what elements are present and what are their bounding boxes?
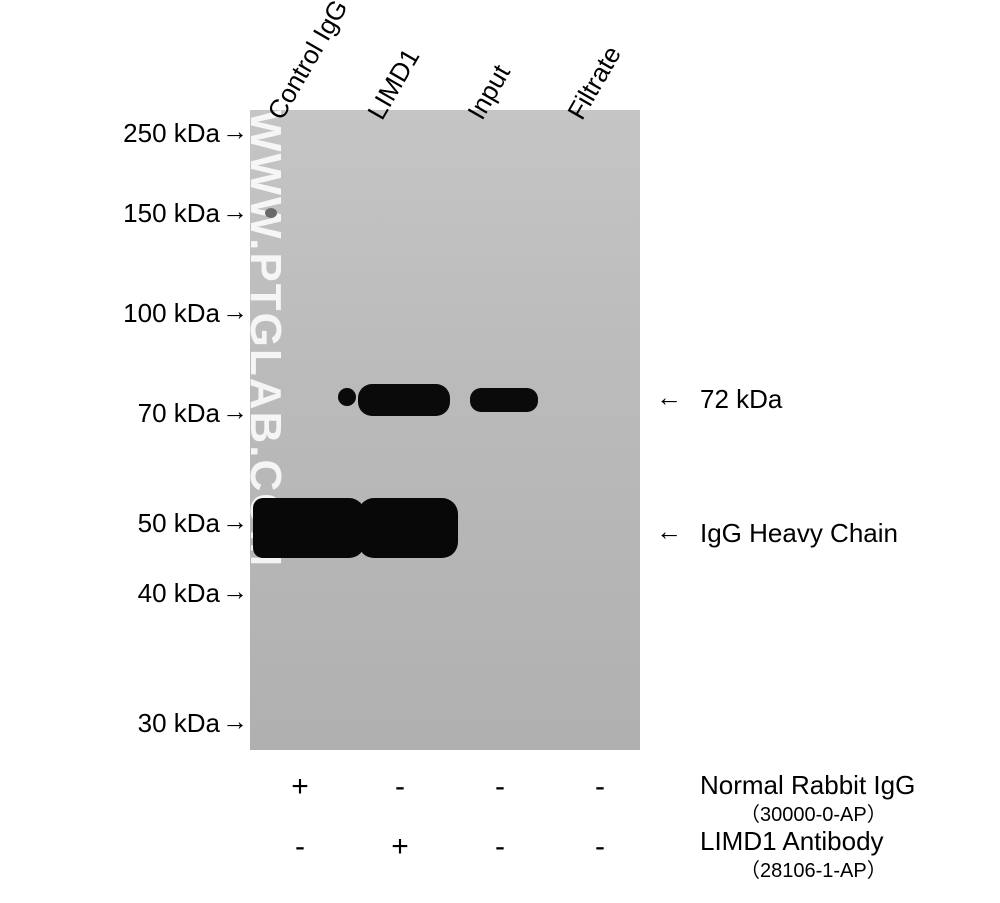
pm-row1-lane2: - xyxy=(388,770,412,804)
pm-row1-lane4: - xyxy=(588,770,612,804)
pm-row1-lane3: - xyxy=(488,770,512,804)
marker-label: 150 kDa xyxy=(120,198,220,229)
pm-row2-lane4: - xyxy=(588,830,612,864)
right-label: 72 kDa xyxy=(700,384,782,415)
band-72kda-lane2 xyxy=(358,384,450,416)
pm-row2-lane2: + xyxy=(388,830,412,864)
band-72kda-dot xyxy=(338,388,356,406)
reagent-limd1-antibody-catalog: （28106-1-AP） xyxy=(740,854,887,883)
lane-label-control-igg: Control IgG xyxy=(261,0,354,125)
pm-row1-lane1: + xyxy=(288,770,312,804)
reagent-normal-rabbit-igg-catalog: （30000-0-AP） xyxy=(740,798,887,827)
arrow-right-icon: → xyxy=(222,706,248,737)
arrow-right-icon: → xyxy=(222,296,248,327)
arrow-left-icon: ← xyxy=(656,516,682,547)
artifact-dot xyxy=(265,208,277,218)
marker-label: 50 kDa xyxy=(120,508,220,539)
pm-row2-lane1: - xyxy=(288,830,312,864)
marker-label: 30 kDa xyxy=(120,708,220,739)
marker-label: 250 kDa xyxy=(120,118,220,149)
blot-membrane xyxy=(250,110,640,750)
arrow-right-icon: → xyxy=(222,396,248,427)
right-label: IgG Heavy Chain xyxy=(700,518,898,549)
band-72kda-lane3 xyxy=(470,388,538,412)
arrow-right-icon: → xyxy=(222,116,248,147)
marker-label: 70 kDa xyxy=(120,398,220,429)
band-igg-lane2 xyxy=(358,498,458,558)
pm-row2-lane3: - xyxy=(488,830,512,864)
arrow-right-icon: → xyxy=(222,196,248,227)
reagent-limd1-antibody: LIMD1 Antibody xyxy=(700,826,884,857)
arrow-right-icon: → xyxy=(222,576,248,607)
marker-label: 100 kDa xyxy=(120,298,220,329)
band-igg-lane1 xyxy=(253,498,365,558)
arrow-left-icon: ← xyxy=(656,382,682,413)
western-blot-figure: WWW.PTGLAB.COM Control IgG LIMD1 Input F… xyxy=(0,0,1000,903)
arrow-right-icon: → xyxy=(222,506,248,537)
marker-label: 40 kDa xyxy=(120,578,220,609)
reagent-normal-rabbit-igg: Normal Rabbit IgG xyxy=(700,770,915,801)
